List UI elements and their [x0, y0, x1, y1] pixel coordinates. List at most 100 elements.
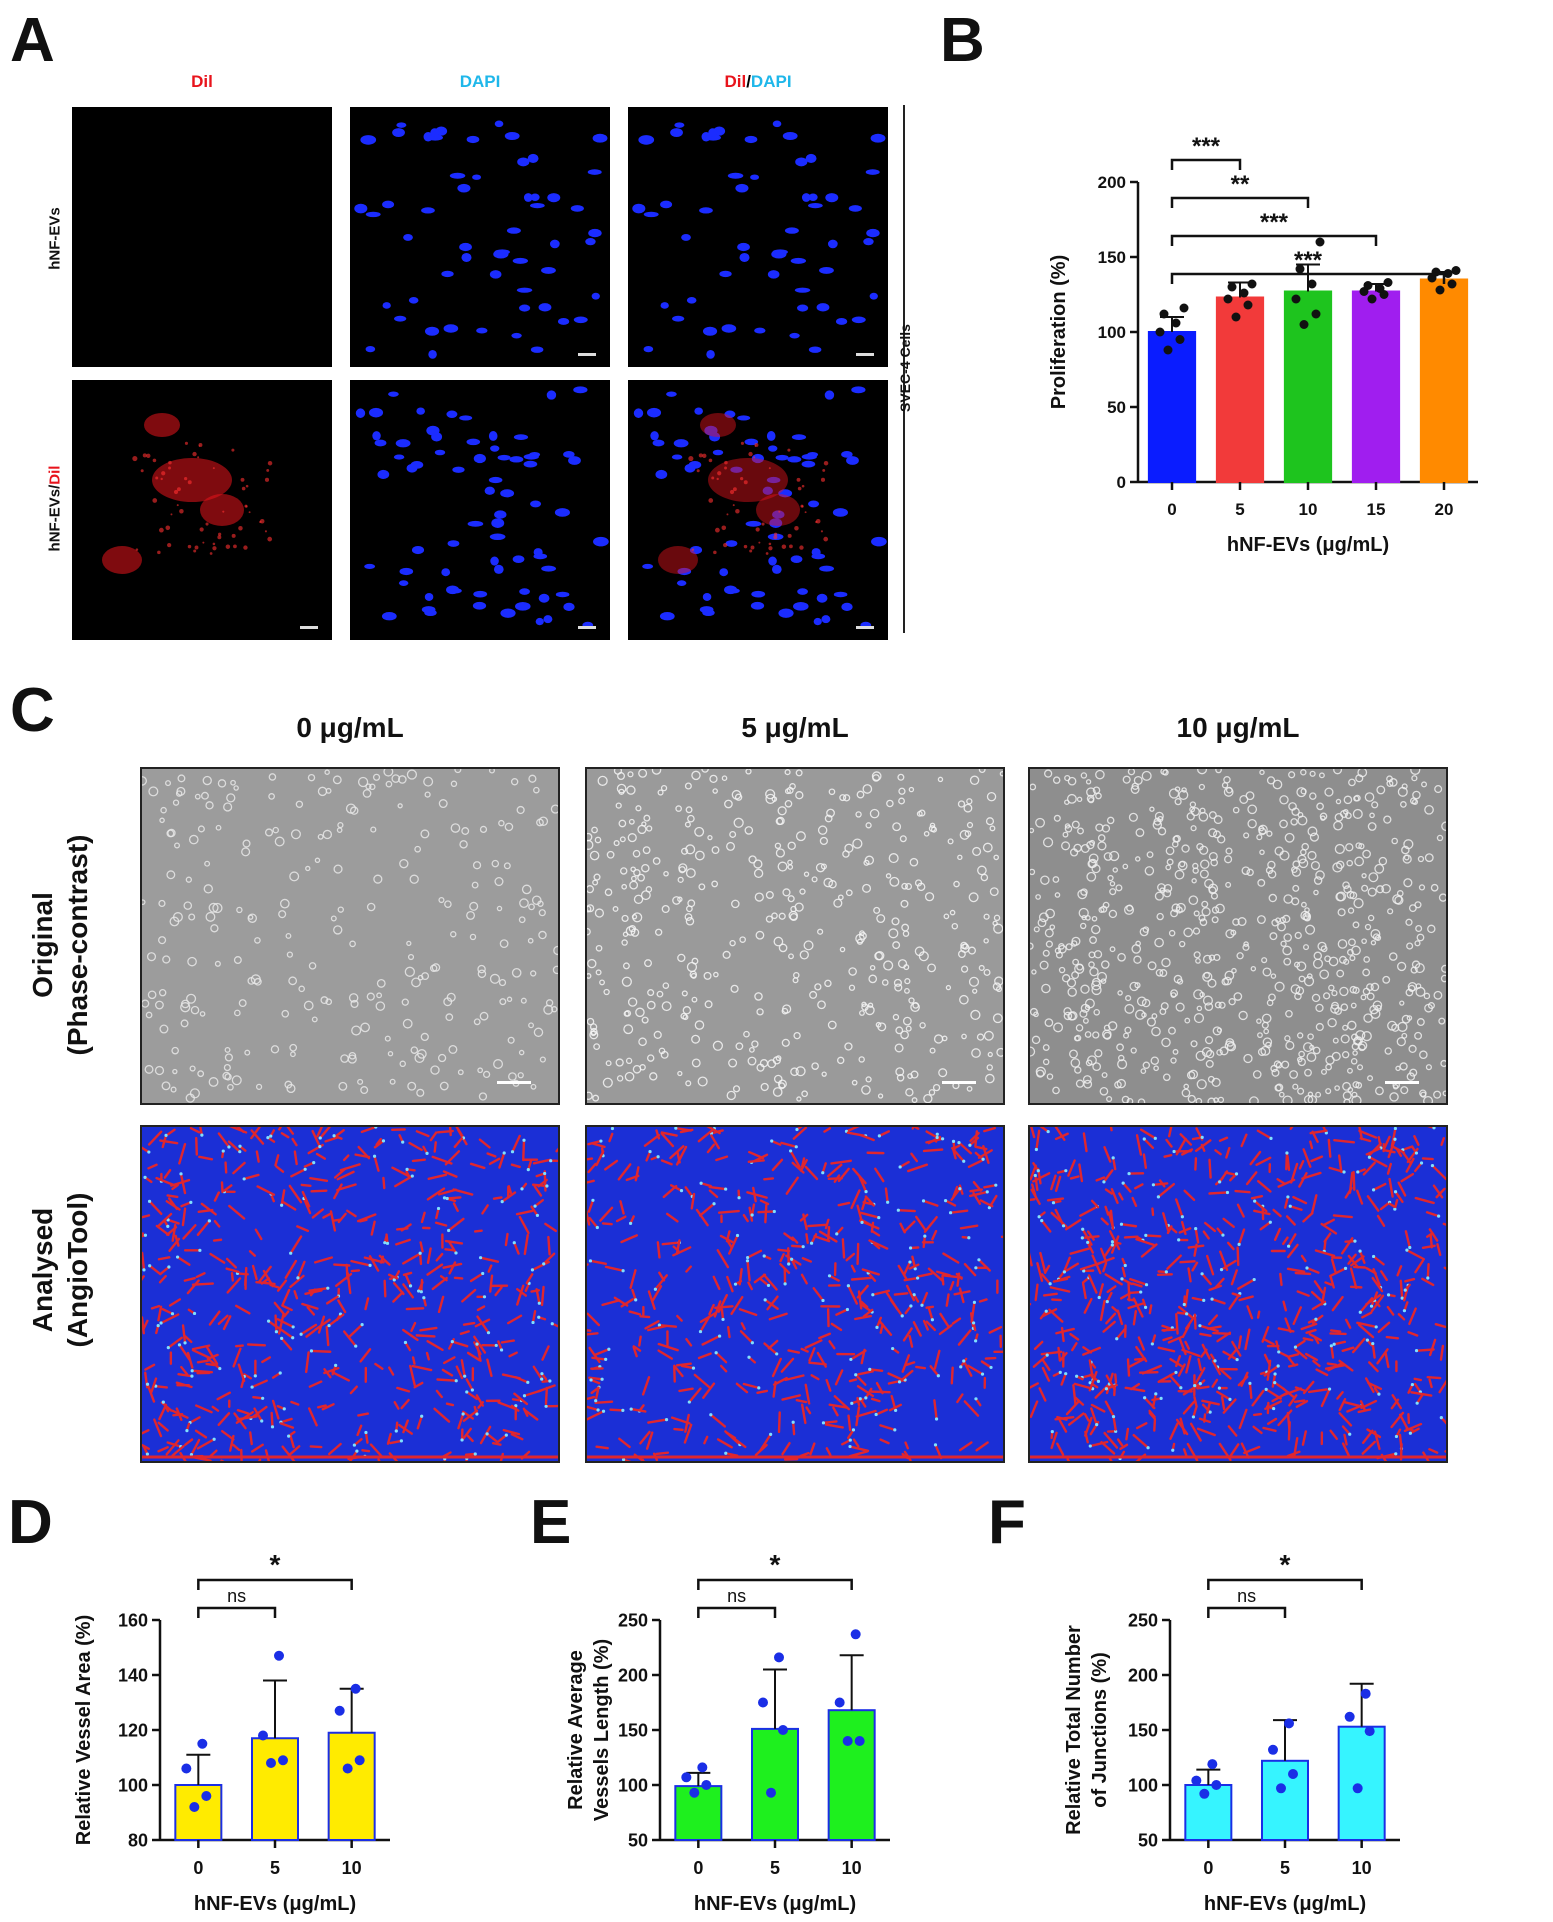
- cell: [1333, 1038, 1338, 1043]
- junction: [665, 1418, 668, 1421]
- dil-speck: [798, 487, 802, 491]
- junction: [296, 1276, 299, 1279]
- vessel-segment: [381, 1257, 383, 1263]
- cell: [1442, 965, 1446, 972]
- cell: [859, 1057, 864, 1062]
- cell: [1096, 824, 1103, 831]
- vessel-segment: [1067, 1402, 1078, 1414]
- vessel-segment: [1280, 1274, 1281, 1285]
- cell: [596, 970, 601, 975]
- dil-speck: [762, 522, 765, 525]
- cell: [935, 1035, 943, 1043]
- cell: [1315, 877, 1322, 884]
- junction: [443, 1196, 446, 1199]
- vessel-segment: [886, 1189, 888, 1203]
- cell: [1398, 962, 1406, 970]
- cell: [987, 1065, 992, 1070]
- dil-speck: [717, 478, 719, 480]
- cell: [518, 1073, 523, 1078]
- cell: [1096, 793, 1101, 798]
- cell: [889, 929, 898, 938]
- vessel-segment: [1118, 1440, 1122, 1446]
- cell: [352, 1026, 361, 1035]
- dil-speck: [756, 527, 760, 531]
- cell: [209, 1078, 218, 1087]
- vessel-segment: [592, 1358, 605, 1360]
- cell: [1050, 925, 1054, 929]
- data-point: [1316, 238, 1325, 247]
- cell: [775, 1075, 782, 1082]
- vessel-segment: [1134, 1435, 1148, 1448]
- junction: [764, 1298, 767, 1301]
- vessel-segment: [686, 1339, 691, 1345]
- scale-bar: [856, 626, 874, 629]
- junction: [878, 1134, 881, 1137]
- vessel-segment: [1083, 1347, 1091, 1352]
- data-point: [1345, 1712, 1355, 1722]
- junction: [715, 1351, 718, 1354]
- cell: [385, 1036, 390, 1041]
- cell: [1409, 1045, 1416, 1052]
- junction: [901, 1314, 904, 1317]
- vessel-segment: [977, 1443, 988, 1451]
- cell: [643, 847, 650, 854]
- cell: [499, 821, 504, 826]
- cell: [1358, 1065, 1363, 1070]
- junction: [1059, 1371, 1062, 1374]
- cell: [930, 1048, 935, 1053]
- vessel-segment: [1092, 1201, 1098, 1207]
- junction: [1218, 1180, 1221, 1183]
- cell: [712, 881, 718, 887]
- cell: [491, 974, 500, 983]
- cell: [616, 1059, 623, 1066]
- cell: [828, 1021, 836, 1029]
- image-merge-control: [628, 107, 888, 367]
- cell: [160, 990, 166, 996]
- nucleus: [541, 267, 556, 274]
- cell: [1170, 931, 1175, 936]
- vessel-segment: [1346, 1320, 1350, 1328]
- cell: [636, 1008, 644, 1016]
- vessel-segment: [173, 1414, 182, 1415]
- junction: [291, 1336, 294, 1339]
- dil-speck: [197, 456, 199, 458]
- cell: [969, 893, 978, 902]
- cell: [1182, 1089, 1189, 1096]
- dil-speck: [159, 528, 164, 533]
- cell: [973, 989, 977, 993]
- cell: [893, 1015, 898, 1020]
- vessel-segment: [857, 1411, 876, 1416]
- cell: [766, 892, 773, 899]
- cell: [1283, 1096, 1292, 1103]
- junction: [875, 1326, 878, 1329]
- vessel-segment: [168, 1195, 178, 1197]
- dil-speck: [821, 478, 825, 482]
- cell: [388, 1052, 392, 1056]
- vessel-segment: [546, 1388, 547, 1404]
- vessel-segment: [375, 1364, 382, 1369]
- vessel-segment: [1286, 1153, 1287, 1169]
- vessel-segment: [1334, 1140, 1354, 1142]
- dil-speck: [161, 478, 163, 480]
- vessel-segment: [282, 1133, 288, 1137]
- y-tick-label: 50: [1107, 398, 1126, 417]
- cell: [1109, 1022, 1117, 1030]
- cell: [731, 985, 738, 992]
- junction: [622, 1458, 625, 1461]
- junction: [536, 1214, 539, 1217]
- junction: [934, 1443, 937, 1446]
- junction: [422, 1296, 425, 1299]
- cell: [292, 830, 301, 839]
- cell: [455, 769, 461, 773]
- data-point: [1176, 335, 1185, 344]
- cell: [594, 874, 600, 880]
- cell: [607, 852, 613, 858]
- cell: [1424, 1097, 1433, 1103]
- vessel-segment: [916, 1217, 925, 1230]
- cell: [909, 998, 914, 1003]
- cell: [618, 1076, 623, 1081]
- vessel-segment: [676, 1128, 691, 1130]
- junction: [1273, 1381, 1276, 1384]
- cell: [1316, 1092, 1321, 1097]
